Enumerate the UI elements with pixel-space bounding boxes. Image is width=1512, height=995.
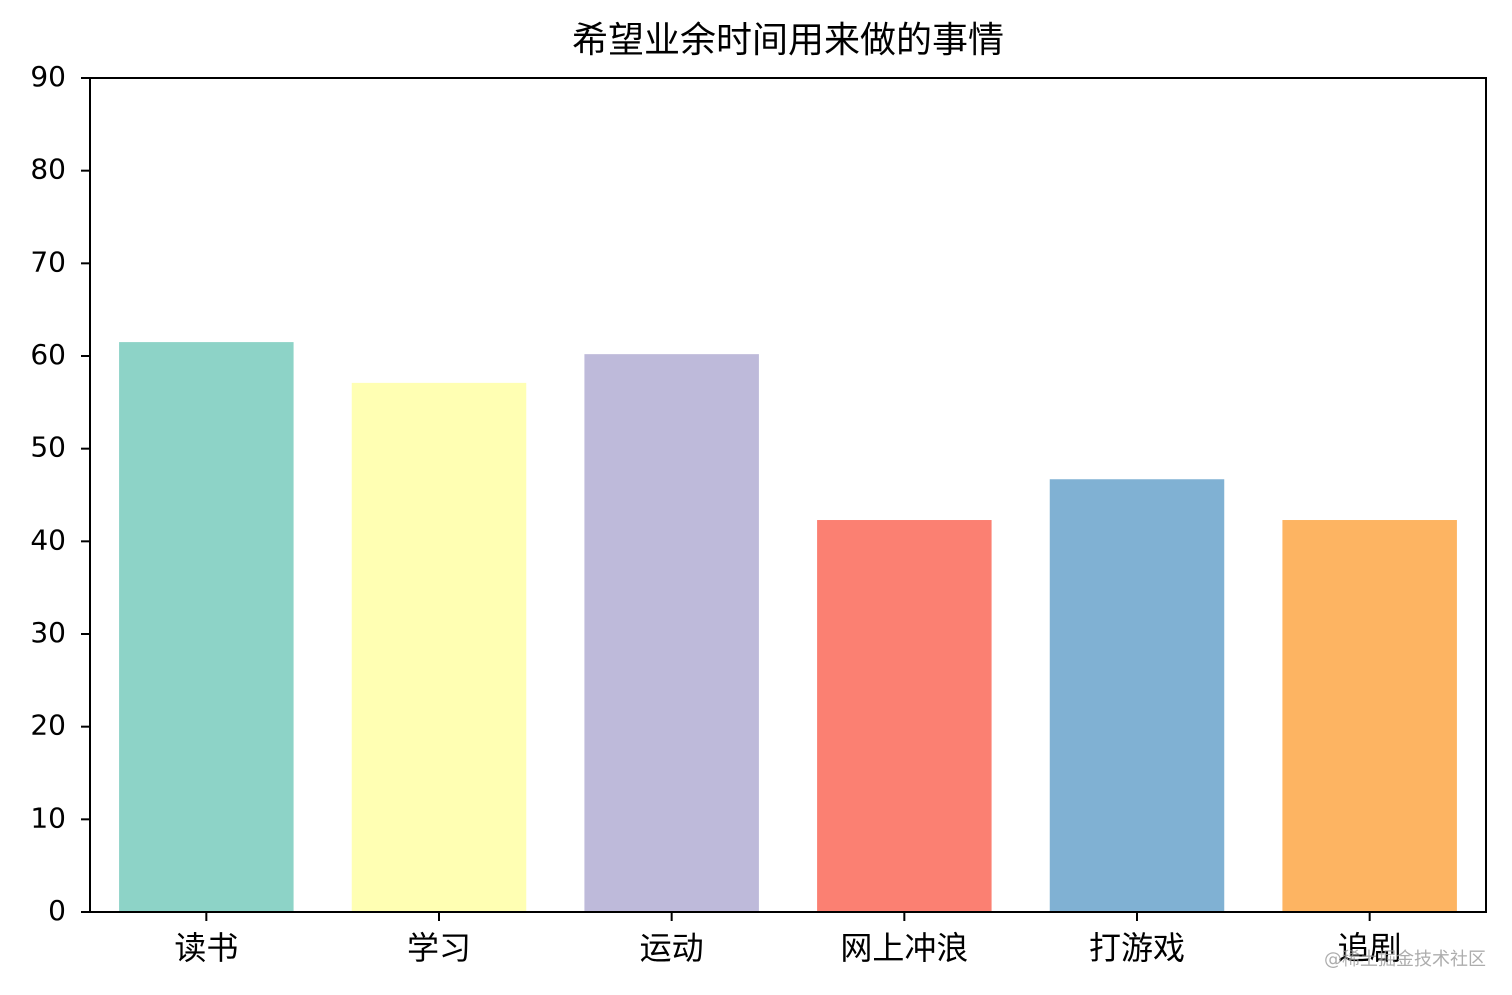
y-tick-label: 20 [30, 709, 66, 742]
x-tick-label: 读书 [174, 929, 238, 967]
watermark: @稀土掘金技术社区 [1324, 949, 1486, 970]
x-tick-label: 网上冲浪 [840, 929, 968, 967]
chart-title: 希望业余时间用来做的事情 [572, 20, 1004, 61]
bar [119, 342, 294, 913]
y-tick-label: 90 [30, 60, 66, 93]
y-tick-label: 40 [30, 523, 66, 556]
plot-frame [89, 77, 1487, 913]
y-tick-label: 80 [30, 153, 66, 186]
x-tick-label: 打游戏 [1089, 929, 1185, 967]
y-tick-label: 10 [30, 801, 66, 834]
y-tick-label: 70 [30, 245, 66, 278]
x-tick-label: 运动 [640, 929, 704, 967]
y-tick-label: 30 [30, 616, 66, 649]
x-tick-label: 学习 [407, 929, 471, 967]
x-tick-label: 追剧 [1338, 929, 1402, 967]
y-tick-label: 0 [48, 894, 66, 927]
bar [351, 382, 527, 913]
y-tick-label: 60 [30, 338, 66, 371]
y-tick-label: 50 [30, 431, 66, 464]
bar [817, 520, 992, 912]
bar [584, 354, 759, 912]
bar [1282, 520, 1457, 912]
bar [1049, 479, 1225, 912]
